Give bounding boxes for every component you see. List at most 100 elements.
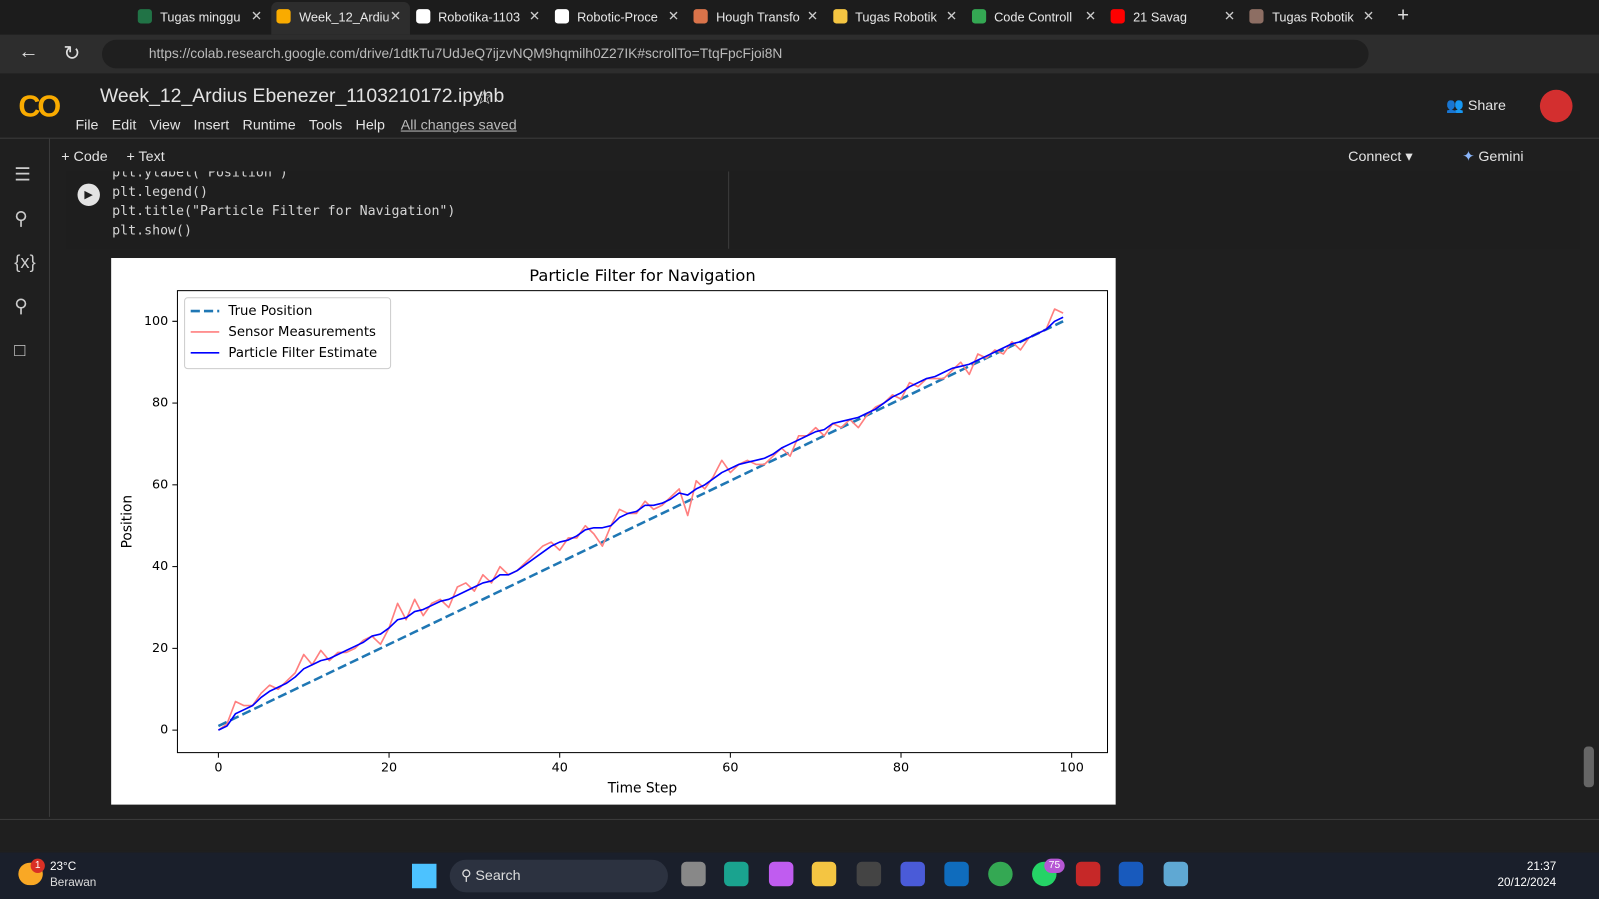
tab-icon [554, 9, 569, 24]
tab-close[interactable]: ✕ [250, 8, 262, 24]
gemini[interactable]: ✦ Gemini [1462, 147, 1524, 165]
chart-title: Particle Filter for Navigation [529, 266, 755, 285]
taskbar [0, 852, 1599, 899]
tab-icon [693, 9, 708, 24]
code-line: plt.show() [112, 223, 193, 239]
y-tick-label: 40 [152, 559, 168, 574]
app-icon[interactable] [811, 861, 837, 887]
connect[interactable]: Connect ▾ [1348, 147, 1413, 165]
legend-label: Particle Filter Estimate [228, 346, 377, 361]
whatsapp-badge: 75 [1044, 858, 1065, 873]
y-tick-label: 0 [160, 723, 168, 738]
add-code[interactable]: + Code [61, 147, 108, 165]
app-icon[interactable] [1163, 861, 1189, 887]
tab[interactable]: Robotic-Proce [554, 4, 667, 31]
run-button[interactable]: ▶ [77, 183, 100, 206]
app-icon[interactable] [1075, 861, 1101, 887]
tab[interactable]: Tugas Robotik [832, 4, 945, 31]
temperature: 23°C [49, 860, 77, 873]
add-code-label: Code [73, 147, 108, 165]
menu-item[interactable]: Edit [111, 116, 137, 133]
add-text[interactable]: + Text [126, 147, 165, 165]
scrollbar[interactable] [1583, 746, 1594, 788]
address-bar[interactable] [101, 39, 1369, 69]
app-icon[interactable] [988, 861, 1013, 887]
code-lines: plt.ylabel("Position") plt.legend() plt.ti… [112, 171, 455, 240]
star[interactable]: ☆ [475, 86, 494, 110]
tab[interactable]: Tugas Robotik [1249, 4, 1362, 31]
tab-close[interactable]: ✕ [1084, 8, 1096, 24]
y-axis-label: Position [119, 495, 135, 549]
search-box[interactable] [449, 859, 668, 893]
code-cell: ▶ plt.ylabel("Position") plt.legend() plt.… [66, 171, 1580, 249]
tab-close[interactable]: ✕ [667, 8, 679, 24]
tab-icon [971, 9, 986, 24]
sidebar [0, 138, 50, 817]
tab[interactable]: Week_12_Ardiu [276, 4, 389, 31]
tab-title: Week_12_Ardiu [299, 10, 389, 25]
code-line: plt.ylabel("Position") [112, 171, 288, 181]
app-icon[interactable] [1118, 861, 1144, 887]
x-tick-label: 20 [381, 760, 397, 775]
app-icon[interactable] [768, 861, 794, 887]
app-icon[interactable] [724, 861, 749, 887]
app-icon[interactable] [900, 861, 925, 887]
avatar[interactable] [1539, 89, 1573, 123]
tab-strip [0, 0, 1599, 35]
menu-item[interactable]: View [149, 116, 181, 133]
tab-icon [415, 9, 430, 24]
code-line: plt.title("Particle Filter for Navigatio… [112, 203, 456, 220]
tab-close[interactable]: ✕ [945, 8, 957, 24]
tab-title: 21 Savag [1133, 10, 1187, 25]
tab-title: Tugas Robotik [855, 10, 937, 25]
share-label: Share [1467, 96, 1506, 114]
tab[interactable]: Code Controll [971, 4, 1084, 31]
menu-item[interactable]: File [75, 116, 99, 133]
tab-icon [832, 9, 847, 24]
app-icon[interactable] [944, 861, 969, 887]
notebook-title[interactable]: Week_12_Ardius Ebenezer_1103210172.ipynb [99, 85, 505, 108]
reload-button[interactable]: ↻ [63, 42, 81, 66]
tab-close[interactable]: ✕ [806, 8, 818, 24]
tab-close[interactable]: ✕ [528, 8, 540, 24]
start-button[interactable] [411, 863, 437, 889]
back-button[interactable]: ← [18, 40, 39, 64]
new-tab[interactable]: + [1397, 4, 1410, 27]
saved-status[interactable]: All changes saved [400, 116, 517, 133]
series-line [218, 316, 1064, 731]
y-tick-label: 20 [152, 641, 168, 656]
url: https://colab.research.google.com/drive/… [148, 45, 783, 62]
app-icon[interactable] [856, 861, 882, 887]
tab-title: Hough Transfo [716, 10, 800, 25]
tab-icon [276, 9, 291, 24]
tab[interactable]: Hough Transfo [693, 4, 806, 31]
status-bar [0, 818, 1599, 851]
share-button[interactable]: 👥 Share [1446, 96, 1506, 114]
date[interactable]: 20/12/2024 [1497, 877, 1557, 890]
clock[interactable]: 21:37 [1526, 860, 1557, 873]
app-icon[interactable] [681, 861, 706, 887]
menu-item[interactable]: Runtime [242, 116, 296, 133]
chart: Particle Filter for Navigation Time Step P… [111, 258, 1116, 805]
legend-box [184, 297, 392, 370]
tab-icon [1110, 9, 1125, 24]
y-tick-label: 60 [152, 477, 168, 492]
tab[interactable]: Tugas minggu [137, 4, 250, 31]
menu-item[interactable]: Tools [308, 116, 343, 133]
series-line [217, 308, 1064, 731]
tab[interactable]: 21 Savag [1110, 4, 1223, 31]
sidebar-icons[interactable]: ☰ ⚲ {x} ⚲ □ [14, 164, 36, 360]
tab[interactable]: Robotika-1103 [415, 4, 528, 31]
menu-item[interactable]: Insert [193, 116, 230, 133]
tab-close[interactable]: ✕ [1223, 8, 1235, 24]
x-axis-label: Time Step [607, 780, 677, 796]
active-tab-bg [271, 2, 410, 35]
menu-item[interactable]: Help [355, 116, 385, 133]
colab-logo: CO [18, 89, 61, 124]
legend-label: Sensor Measurements [228, 325, 376, 340]
connect-label: Connect [1348, 147, 1402, 165]
tab-close[interactable]: ✕ [389, 8, 401, 24]
tab-close[interactable]: ✕ [1362, 8, 1374, 24]
